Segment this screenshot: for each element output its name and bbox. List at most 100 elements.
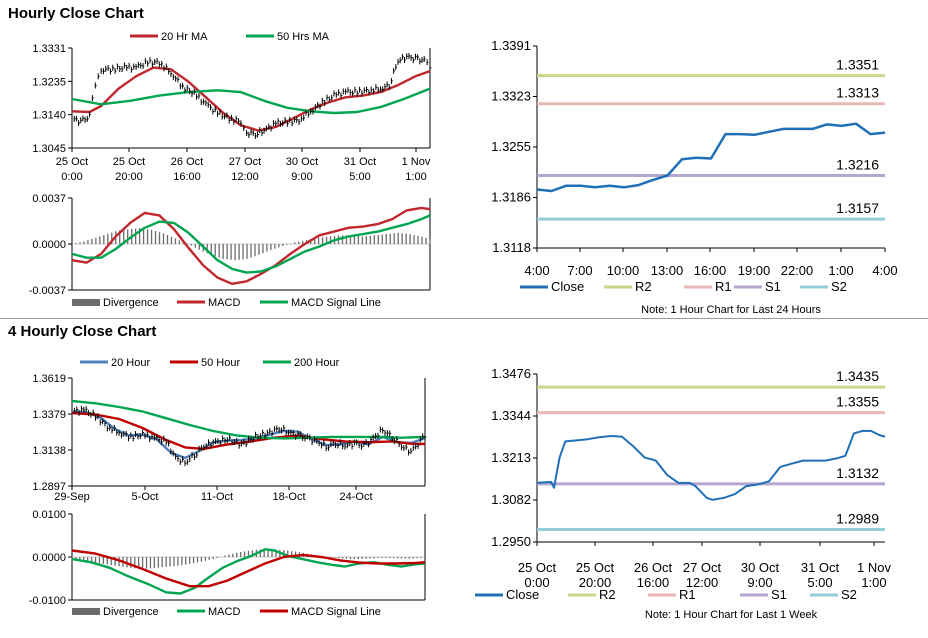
series-close bbox=[73, 405, 427, 467]
x-tick-label: 31 Oct bbox=[801, 560, 840, 575]
y-tick-label: 1.3045 bbox=[32, 143, 66, 155]
x-tick-label: 26 Oct bbox=[171, 156, 203, 168]
y-tick-label: 1.3391 bbox=[491, 38, 531, 53]
x-tick-label: 29-Sep bbox=[54, 491, 89, 503]
series-close-line bbox=[536, 122, 886, 193]
x-tick-label: 4:00 bbox=[524, 263, 549, 278]
x-tick-label: 19:00 bbox=[738, 263, 771, 278]
series-macd-signal-line-line bbox=[71, 214, 431, 274]
x-tick-label: 12:00 bbox=[686, 575, 719, 590]
hourly-section-title: Hourly Close Chart bbox=[8, 5, 144, 22]
x-tick-label: 30 Oct bbox=[286, 156, 318, 168]
x-tick-label: 16:00 bbox=[694, 263, 727, 278]
level-label-s2: 1.2989 bbox=[836, 511, 879, 527]
x-tick-label: 27 Oct bbox=[229, 156, 261, 168]
y-tick-label: 1.3323 bbox=[491, 89, 531, 104]
y-tick-label: 1.3138 bbox=[32, 445, 66, 457]
x-tick-label: 10:00 bbox=[607, 263, 640, 278]
legend-label: 20 Hr MA bbox=[161, 31, 208, 43]
x-tick-label: 1:00 bbox=[828, 263, 853, 278]
legend-label: MACD bbox=[208, 606, 240, 618]
legend-label: 50 Hour bbox=[201, 357, 240, 369]
x-tick-label: 16:00 bbox=[173, 171, 201, 183]
series-close-line bbox=[536, 429, 886, 501]
series-50-hrs-ma-line bbox=[71, 87, 431, 115]
y-tick-label: 1.3331 bbox=[32, 43, 66, 55]
x-tick-label: 5-Oct bbox=[132, 491, 159, 503]
level-label-r2: 1.3351 bbox=[836, 57, 879, 73]
legend-label: Close bbox=[506, 587, 539, 602]
level-label-r2: 1.3435 bbox=[836, 368, 879, 384]
x-tick-label: 26 Oct bbox=[634, 560, 673, 575]
y-tick-label: 1.3140 bbox=[32, 110, 66, 122]
four-hourly-section-title: 4 Hourly Close Chart bbox=[8, 323, 157, 340]
x-tick-label: 25 Oct bbox=[56, 156, 88, 168]
x-tick-label: 25 Oct bbox=[113, 156, 145, 168]
x-tick-label: 16:00 bbox=[637, 575, 670, 590]
y-tick-label: -0.0037 bbox=[29, 285, 66, 297]
x-tick-label: 0:00 bbox=[61, 171, 82, 183]
legend-label: S1 bbox=[765, 279, 781, 294]
x-tick-label: 13:00 bbox=[651, 263, 684, 278]
legend-label: Divergence bbox=[103, 606, 159, 618]
x-tick-label: 7:00 bbox=[567, 263, 592, 278]
series-20-hr-ma-line bbox=[71, 66, 431, 132]
legend-label: R1 bbox=[679, 587, 696, 602]
legend-label: 20 Hour bbox=[111, 357, 150, 369]
legend-label: 200 Hour bbox=[294, 357, 340, 369]
chart-note: Note: 1 Hour Chart for Last 24 Hours bbox=[641, 304, 821, 316]
series-close bbox=[73, 53, 432, 139]
x-tick-label: 25 Oct bbox=[518, 560, 557, 575]
y-tick-label: 1.3213 bbox=[491, 450, 531, 465]
legend-label: S2 bbox=[841, 587, 857, 602]
x-tick-label: 22:00 bbox=[781, 263, 814, 278]
x-tick-label: 5:00 bbox=[349, 171, 370, 183]
x-tick-label: 18-Oct bbox=[272, 491, 305, 503]
x-tick-label: 1 Nov bbox=[402, 156, 431, 168]
series-divergence bbox=[71, 548, 422, 570]
x-tick-label: 1:00 bbox=[405, 171, 426, 183]
y-tick-label: 1.3186 bbox=[491, 190, 531, 205]
x-tick-label: 30 Oct bbox=[741, 560, 780, 575]
legend-label: Close bbox=[551, 279, 584, 294]
x-tick-label: 31 Oct bbox=[344, 156, 376, 168]
x-tick-label: 1:00 bbox=[861, 575, 886, 590]
series-macd-signal-line-line bbox=[71, 549, 426, 588]
x-tick-label: 24-Oct bbox=[339, 491, 372, 503]
level-label-r1: 1.3313 bbox=[836, 85, 879, 101]
legend-swatch bbox=[72, 299, 100, 306]
chart-hourly_macd: 0.0037 0.0000 -0.0037 Divergence MACD MACD Si… bbox=[29, 193, 431, 309]
y-tick-label: 1.3476 bbox=[491, 366, 531, 381]
legend-label: S1 bbox=[771, 587, 787, 602]
series-macd-line bbox=[71, 206, 431, 285]
y-tick-label: 1.2897 bbox=[32, 481, 66, 493]
y-tick-label: 0.0100 bbox=[32, 509, 66, 521]
legend-label: MACD Signal Line bbox=[291, 606, 381, 618]
legend-label: R2 bbox=[635, 279, 652, 294]
legend-label: R1 bbox=[715, 279, 732, 294]
chart-hourly_levels: 1.3391 1.3323 1.3255 1.3186 1.3118 4:00 7:00 10… bbox=[491, 38, 897, 316]
y-tick-label: 1.3255 bbox=[491, 139, 531, 154]
legend-swatch bbox=[72, 608, 100, 615]
y-tick-label: 1.3619 bbox=[32, 373, 66, 385]
legend-label: S2 bbox=[831, 279, 847, 294]
y-tick-label: 1.3118 bbox=[492, 240, 531, 255]
y-tick-label: 1.3082 bbox=[491, 492, 531, 507]
legend-label: MACD bbox=[208, 297, 240, 309]
series-20-hour-line bbox=[71, 410, 426, 460]
x-tick-label: 9:00 bbox=[291, 171, 312, 183]
legend-label: R2 bbox=[599, 587, 616, 602]
y-tick-label: 0.0037 bbox=[32, 193, 66, 205]
x-tick-label: 20:00 bbox=[115, 171, 143, 183]
legend-label: MACD Signal Line bbox=[291, 297, 381, 309]
x-tick-label: 12:00 bbox=[231, 171, 259, 183]
level-label-r1: 1.3355 bbox=[836, 394, 879, 410]
x-tick-label: 1 Nov bbox=[857, 560, 891, 575]
chart-four_hourly_macd: 0.0100 0.0000 -0.0100 Divergence MACD MACD Si… bbox=[29, 509, 426, 618]
level-label-s1: 1.3216 bbox=[836, 156, 879, 172]
x-tick-label: 4:00 bbox=[872, 263, 897, 278]
x-tick-label: 9:00 bbox=[747, 575, 772, 590]
